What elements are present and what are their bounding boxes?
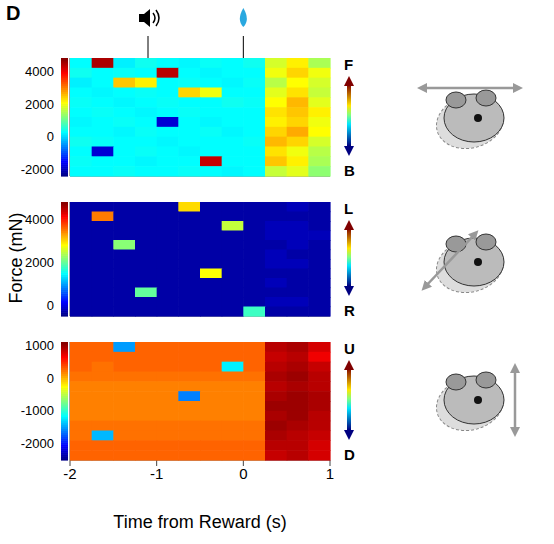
svg-text:0: 0 <box>47 129 54 144</box>
svg-text:Time from Reward (s): Time from Reward (s) <box>113 512 286 532</box>
svg-text:-2: -2 <box>63 465 76 482</box>
svg-text:-2000: -2000 <box>21 436 54 451</box>
svg-text:2000: 2000 <box>25 255 54 270</box>
svg-text:D: D <box>344 446 355 463</box>
svg-text:-1: -1 <box>150 465 163 482</box>
svg-text:-1000: -1000 <box>21 403 54 418</box>
svg-text:0: 0 <box>239 465 247 482</box>
svg-text:Force (mN): Force (mN) <box>6 213 26 304</box>
svg-text:2000: 2000 <box>25 97 54 112</box>
svg-text:F: F <box>344 56 353 73</box>
svg-text:R: R <box>344 302 355 319</box>
svg-text:0: 0 <box>47 371 54 386</box>
svg-text:B: B <box>344 162 355 179</box>
svg-text:4000: 4000 <box>25 64 54 79</box>
svg-text:0: 0 <box>47 298 54 313</box>
svg-text:D: D <box>6 2 20 24</box>
svg-text:4000: 4000 <box>25 212 54 227</box>
svg-text:U: U <box>344 340 355 357</box>
svg-text:L: L <box>344 200 353 217</box>
svg-text:-2000: -2000 <box>21 162 54 177</box>
svg-text:1000: 1000 <box>25 338 54 353</box>
svg-text:1: 1 <box>326 465 334 482</box>
